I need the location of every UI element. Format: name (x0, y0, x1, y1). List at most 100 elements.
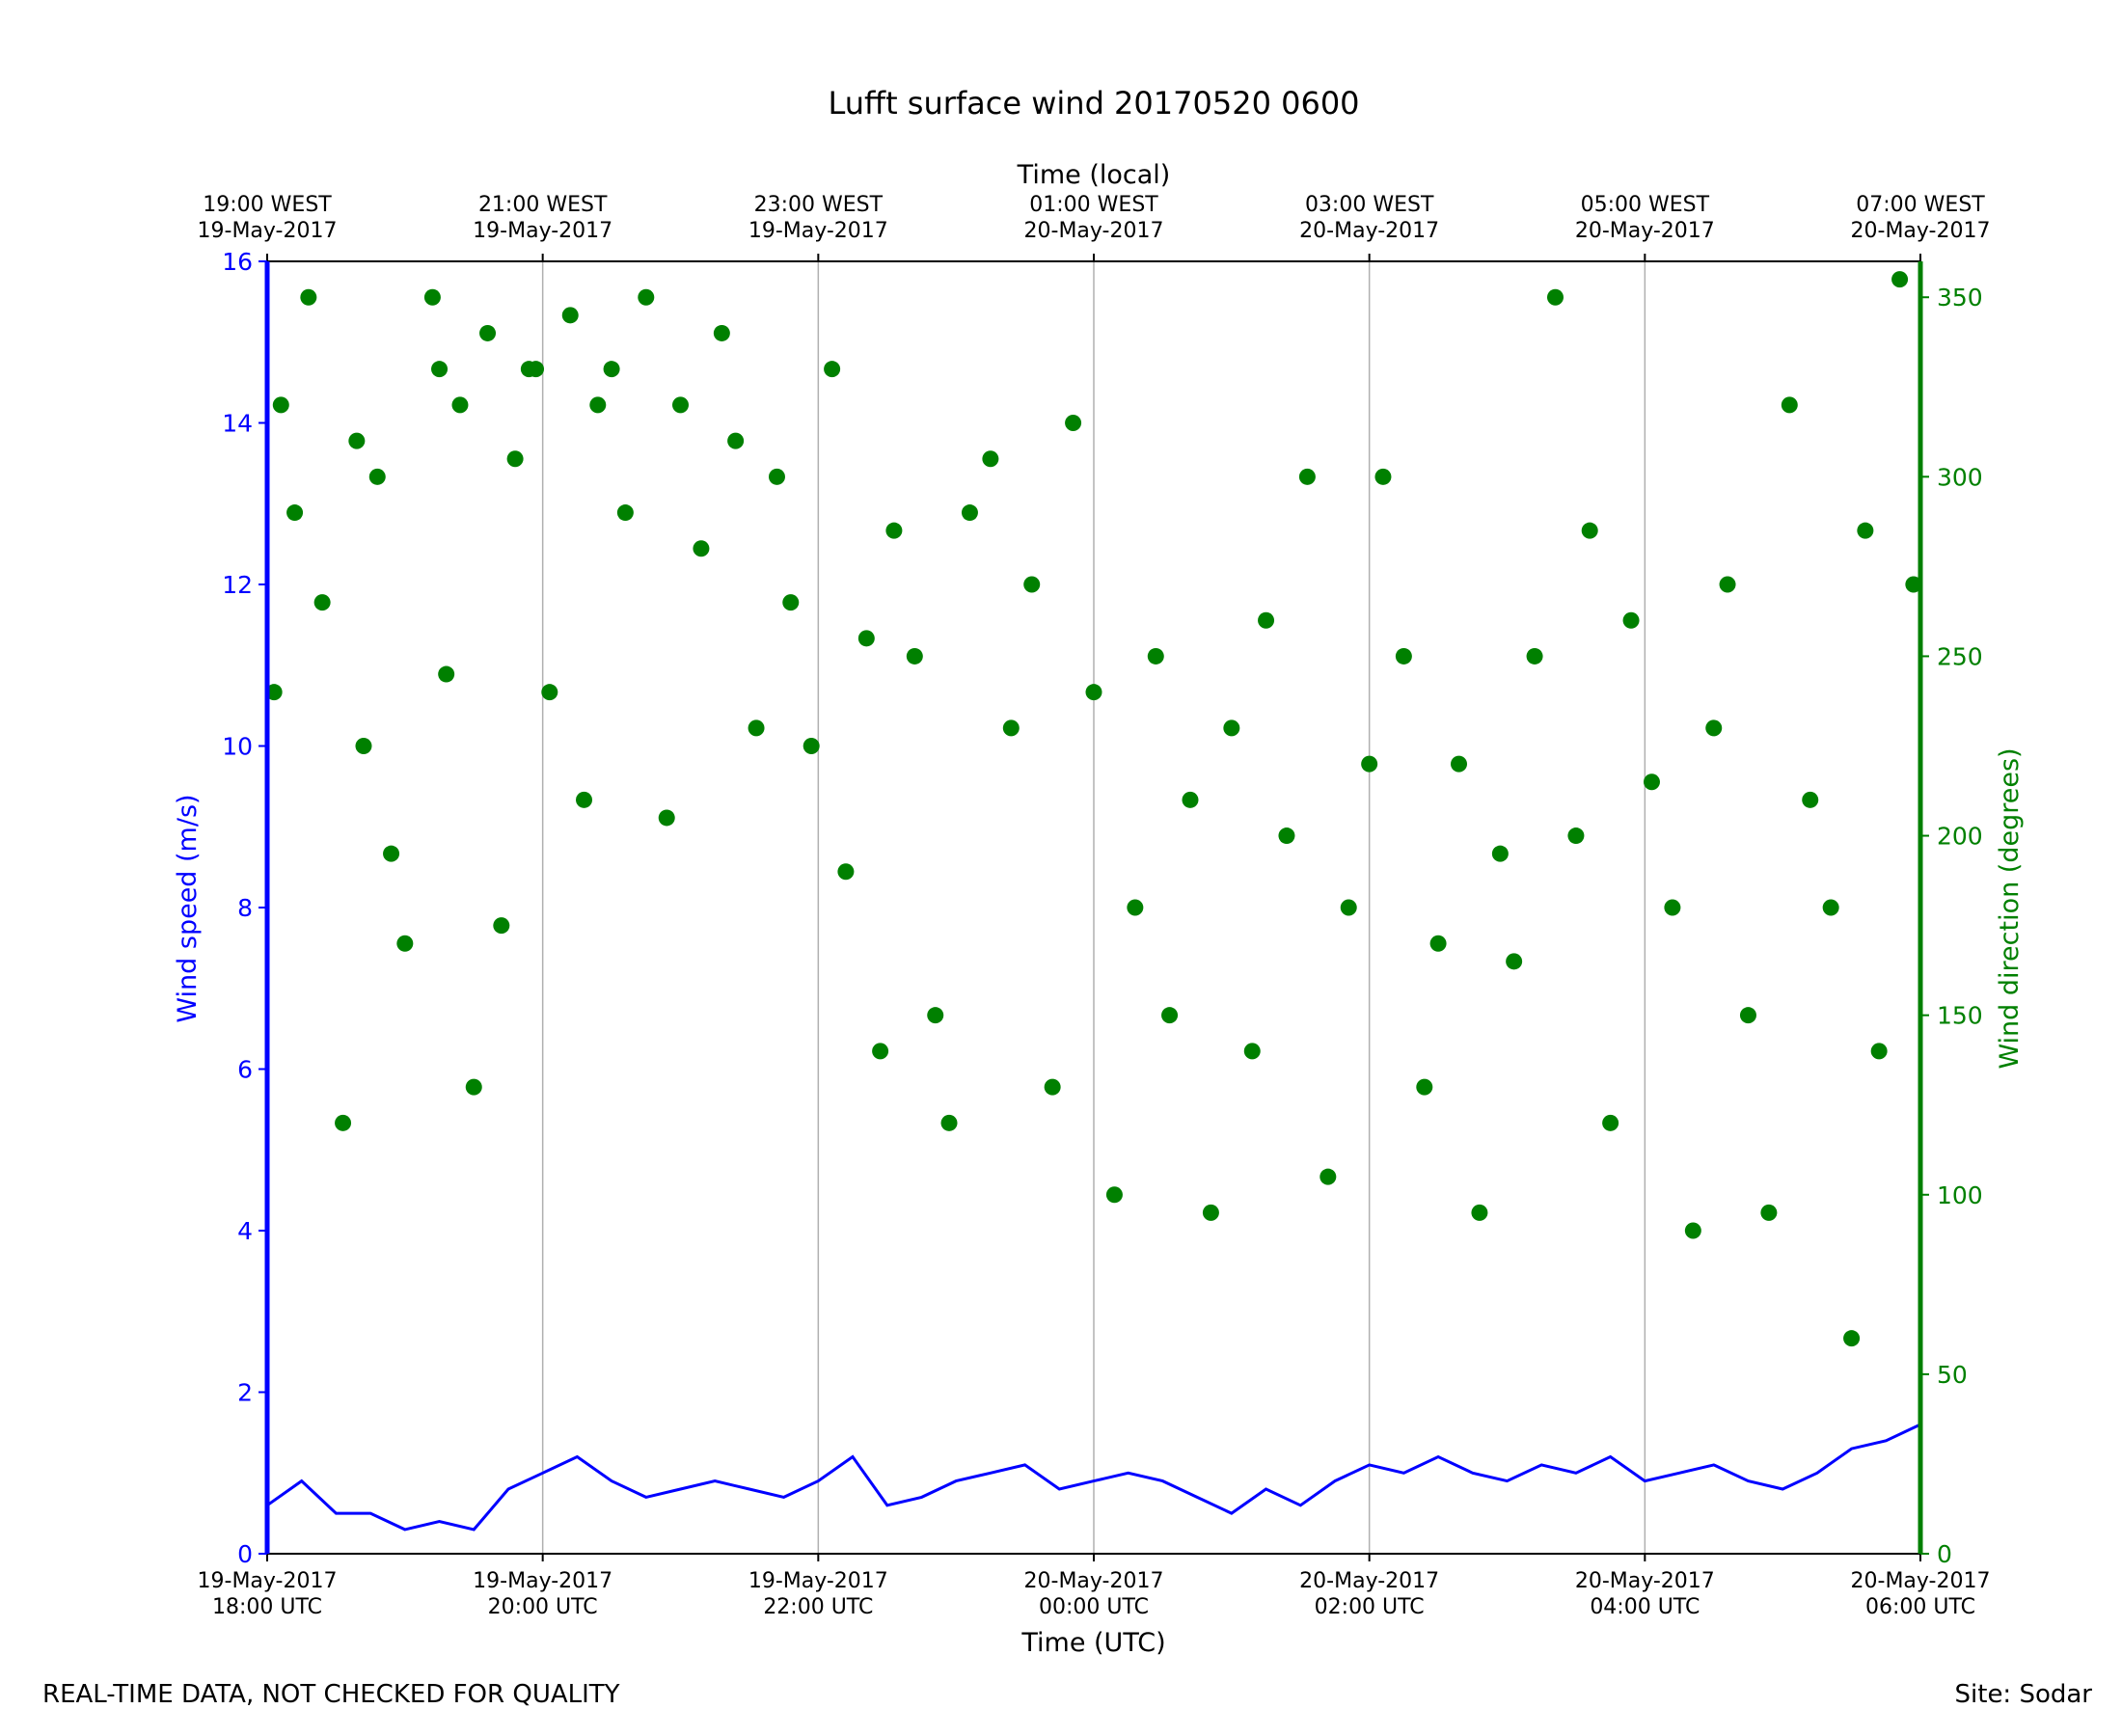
wind-direction-point (1567, 827, 1585, 845)
wind-direction-point (383, 845, 400, 862)
wind-direction-point (1471, 1204, 1488, 1221)
wind-direction-point (1243, 1043, 1261, 1060)
wind-direction-point (355, 738, 372, 754)
wind-direction-point (451, 396, 469, 414)
bottom-axis-label: Time (UTC) (1020, 1628, 1165, 1658)
wind-direction-point (1719, 576, 1736, 593)
wind-direction-point (927, 1007, 944, 1024)
bottom-tick-label-date: 19-May-2017 (748, 1569, 888, 1593)
wind-direction-point (589, 396, 607, 414)
wind-speed-series (266, 1423, 1921, 1532)
wind-direction-point (1044, 1078, 1061, 1096)
wind-direction-point (431, 361, 449, 378)
wind-direction-point (479, 324, 497, 341)
bottom-tick-label-time: 00:00 UTC (1039, 1595, 1149, 1619)
right-tick-label: 100 (1937, 1181, 1983, 1209)
wind-direction-point (506, 450, 524, 468)
quality-disclaimer: REAL-TIME DATA, NOT CHECKED FOR QUALITY (42, 1680, 620, 1709)
top-tick-label-date: 20-May-2017 (1575, 219, 1715, 243)
wind-direction-series (265, 271, 1922, 1347)
left-tick-label: 12 (222, 571, 253, 599)
bottom-tick-label-time: 20:00 UTC (488, 1595, 598, 1619)
wind-direction-point (265, 684, 283, 701)
wind-direction-point (1870, 1043, 1888, 1060)
site-label: Site: Sodar (1954, 1680, 2092, 1709)
wind-direction-point (1602, 1114, 1619, 1131)
wind-direction-point (313, 594, 331, 611)
wind-direction-point (1857, 522, 1874, 539)
wind-direction-point (1705, 719, 1723, 737)
wind-direction-point (1581, 522, 1598, 539)
left-tick-label: 2 (237, 1379, 253, 1407)
wind-direction-point (1023, 576, 1041, 593)
top-axis-label: Time (local) (1017, 160, 1171, 190)
wind-direction-point (961, 504, 978, 522)
wind-direction-point (1491, 845, 1509, 862)
right-tick-label: 350 (1937, 284, 1983, 312)
wind-direction-point (1202, 1204, 1219, 1221)
wind-direction-point (1319, 1168, 1337, 1185)
wind-direction-point (1664, 899, 1681, 916)
bottom-tick-label-date: 20-May-2017 (1851, 1569, 1991, 1593)
top-tick-label-date: 19-May-2017 (473, 219, 612, 243)
wind-direction-point (1843, 1330, 1861, 1347)
wind-direction-point (576, 791, 593, 808)
wind-direction-point (1147, 647, 1164, 665)
wind-direction-point (438, 665, 455, 683)
wind-direction-point (1278, 827, 1295, 845)
bottom-tick-label-time: 06:00 UTC (1865, 1595, 1975, 1619)
wind-direction-point (1429, 935, 1447, 952)
wind-direction-point (561, 307, 579, 324)
right-tick-label: 300 (1937, 463, 1983, 491)
wind-direction-point (603, 361, 620, 378)
wind-direction-point (824, 361, 841, 378)
wind-direction-point (286, 504, 304, 522)
wind-direction-point (1223, 719, 1240, 737)
left-tick-label: 0 (237, 1540, 253, 1568)
wind-direction-point (1361, 755, 1378, 773)
bottom-tick-label-time: 18:00 UTC (212, 1595, 322, 1619)
wind-direction-point (1781, 396, 1798, 414)
bottom-tick-label-time: 22:00 UTC (763, 1595, 873, 1619)
left-tick-label: 4 (237, 1217, 253, 1245)
wind-direction-point (782, 594, 800, 611)
right-axis-label: Wind direction (degrees) (1995, 747, 2025, 1069)
wind-direction-point (1127, 899, 1144, 916)
right-tick-label: 200 (1937, 823, 1983, 851)
bottom-tick-label-date: 19-May-2017 (473, 1569, 612, 1593)
wind-direction-point (1760, 1204, 1778, 1221)
bottom-tick-label-time: 04:00 UTC (1590, 1595, 1700, 1619)
wind-direction-point (1182, 791, 1199, 808)
top-tick-label-time: 03:00 WEST (1305, 193, 1434, 217)
wind-direction-point (1161, 1007, 1179, 1024)
chart-title: Lufft surface wind 20170520 0600 (828, 85, 1359, 122)
wind-direction-point (693, 540, 710, 557)
wind-direction-point (1374, 468, 1392, 485)
right-tick-label: 150 (1937, 1002, 1983, 1030)
left-tick-label: 14 (222, 410, 253, 438)
wind-direction-point (768, 468, 785, 485)
wind-direction-point (1526, 647, 1543, 665)
wind-direction-point (1002, 719, 1020, 737)
wind-direction-point (1643, 773, 1660, 791)
wind-direction-point (727, 432, 745, 449)
wind-direction-point (493, 917, 510, 935)
wind-direction-point (541, 684, 558, 701)
wind-direction-point (465, 1078, 482, 1096)
wind-direction-point (272, 396, 289, 414)
wind-direction-point (1105, 1186, 1123, 1204)
left-tick-label: 10 (222, 733, 253, 761)
top-tick-label-date: 20-May-2017 (1299, 219, 1439, 243)
wind-direction-point (1085, 684, 1102, 701)
wind-speed-line (266, 1423, 1921, 1532)
top-tick-label-time: 07:00 WEST (1856, 193, 1985, 217)
wind-direction-point (1684, 1222, 1701, 1239)
wind-direction-point (528, 361, 545, 378)
top-tick-label-time: 01:00 WEST (1029, 193, 1158, 217)
wind-direction-point (1802, 791, 1819, 808)
bottom-tick-label-date: 20-May-2017 (1299, 1569, 1439, 1593)
wind-direction-point (1258, 611, 1275, 629)
wind-direction-point (885, 522, 903, 539)
wind-direction-point (423, 288, 441, 306)
